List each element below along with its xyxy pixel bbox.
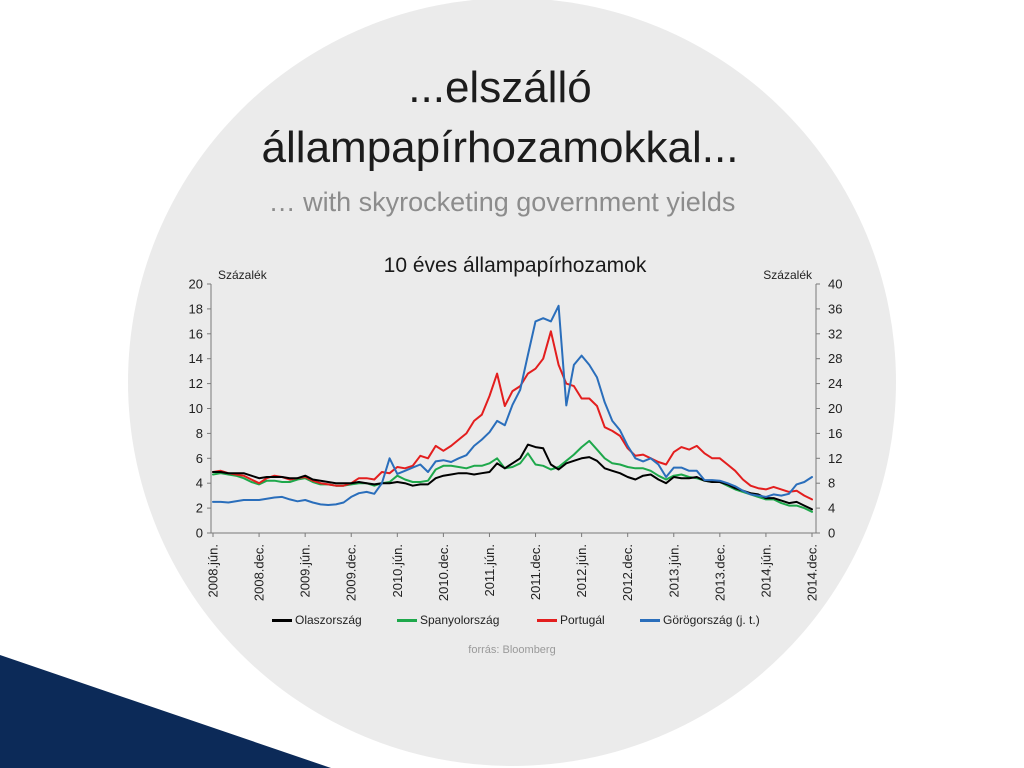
series-line-gorogorszag-j-t (212, 304, 813, 506)
legend-item-portugal: Portugál (537, 612, 605, 628)
slide-title-line-2: állampapírhozamokkal... (261, 123, 739, 172)
source-note: forrás: Bloomberg (468, 644, 556, 656)
legend-item-spanyolorszag: Spanyolország (397, 612, 499, 628)
legend-swatch (397, 618, 417, 622)
y-tick-label-left: 2 (196, 501, 203, 516)
x-tick-label: 2010.jún. (390, 544, 405, 598)
legend-item-olaszorszag: Olaszország (272, 612, 362, 628)
x-tick-label: 2014.jún. (758, 544, 773, 598)
legend-swatch (272, 618, 292, 622)
x-tick-label: 2008.jún. (206, 544, 221, 598)
x-tick-label: 2009.dec. (344, 544, 359, 601)
series-line-olaszorszag (212, 443, 813, 511)
y-tick-label-right: 20 (828, 401, 842, 416)
chart-title: 10 éves állampapírhozamok (383, 254, 647, 277)
y-tick-label-left: 20 (189, 277, 203, 292)
x-tick-label: 2010.dec. (436, 544, 451, 601)
x-tick-label: 2012.jún. (574, 544, 589, 598)
chart-axes: 0246810121416182004812162024283236402008… (189, 277, 843, 602)
series-line-portugal (212, 330, 813, 501)
x-tick-label: 2014.dec. (805, 544, 820, 601)
y-tick-label-left: 0 (196, 526, 203, 541)
x-tick-label: 2011.dec. (528, 544, 543, 600)
legend-label: Spanyolország (420, 613, 500, 627)
y-tick-label-left: 4 (196, 476, 203, 491)
x-tick-label: 2012.dec. (620, 544, 635, 601)
x-tick-label: 2011.jún. (482, 544, 497, 597)
legend-swatch (537, 618, 557, 622)
x-tick-label: 2013.jún. (666, 544, 681, 598)
y-axis-title-right: Százalék (763, 268, 813, 282)
chart-series (212, 304, 813, 513)
y-tick-label-left: 16 (189, 326, 203, 341)
y-tick-label-right: 36 (828, 301, 842, 316)
y-tick-label-right: 16 (828, 426, 842, 441)
y-tick-label-right: 32 (828, 326, 842, 341)
y-tick-label-right: 4 (828, 501, 835, 516)
y-tick-label-left: 8 (196, 426, 203, 441)
y-axis-title-left: Százalék (218, 268, 268, 282)
y-tick-label-left: 18 (189, 301, 203, 316)
slide-subtitle: … with skyrocketing government yields (268, 187, 736, 217)
y-tick-label-right: 40 (828, 277, 842, 292)
legend-label: Portugál (560, 613, 605, 627)
y-tick-label-left: 6 (196, 451, 203, 466)
legend-label: Olaszország (295, 613, 362, 627)
y-tick-label-left: 14 (189, 351, 203, 366)
background-circle (128, 0, 896, 766)
slide-title-line-1: ...elszálló (408, 63, 592, 112)
legend-swatch (640, 618, 660, 622)
x-tick-label: 2013.dec. (712, 544, 727, 601)
y-tick-label-left: 10 (189, 401, 203, 416)
y-tick-label-left: 12 (189, 376, 203, 391)
y-tick-label-right: 28 (828, 351, 842, 366)
legend-label: Görögország (j. t.) (663, 613, 760, 627)
y-tick-label-right: 12 (828, 451, 842, 466)
y-tick-label-right: 0 (828, 526, 835, 541)
legend-item-gorogorszag: Görögország (j. t.) (640, 612, 760, 628)
x-tick-label: 2008.dec. (252, 544, 267, 601)
x-tick-label: 2009.jún. (298, 544, 313, 598)
y-tick-label-right: 8 (828, 476, 835, 491)
y-tick-label-right: 24 (828, 376, 842, 391)
